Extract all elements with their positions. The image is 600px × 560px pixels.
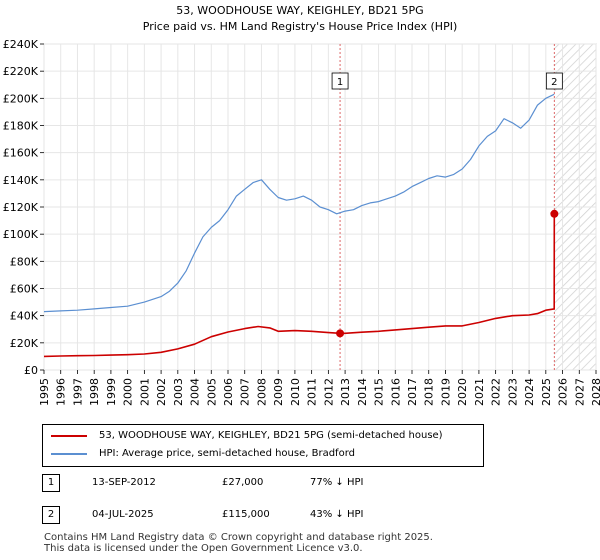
sale-price-1: £27,000 xyxy=(222,477,264,488)
sale-date-2: 04-JUL-2025 xyxy=(92,509,154,520)
series-lines xyxy=(43,93,556,358)
x-tick-label: 2003 xyxy=(172,378,185,406)
x-tick-label: 1999 xyxy=(105,378,118,406)
x-tick-label: 2014 xyxy=(356,378,369,406)
x-tick-label: 2018 xyxy=(423,378,436,406)
legend-swatch-property xyxy=(51,435,87,437)
y-tick-label: £100K xyxy=(3,228,39,241)
sale-badge-1: 1 xyxy=(42,474,60,492)
x-tick-label: 2024 xyxy=(523,378,536,406)
x-tick-label: 2027 xyxy=(573,378,586,406)
price-chart: 53, WOODHOUSE WAY, KEIGHLEY, BD21 5PG Pr… xyxy=(3,4,600,406)
x-tick-label: 2028 xyxy=(590,378,600,406)
x-tick-label: 2002 xyxy=(155,378,168,406)
x-tick-label: 2004 xyxy=(189,378,202,406)
x-tick-label: 1997 xyxy=(71,378,84,406)
x-tick-label: 2001 xyxy=(138,378,151,406)
x-tick-label: 1995 xyxy=(38,378,51,406)
y-tick-label: £20K xyxy=(10,337,39,350)
legend-label-hpi: HPI: Average price, semi-detached house,… xyxy=(99,448,355,459)
y-axis: £0 £20K £40K £60K £80K £100K £120K £140K £160K £1… xyxy=(3,38,44,377)
x-tick-label: 2025 xyxy=(540,378,553,406)
y-tick-label: £200K xyxy=(3,92,39,105)
sale-badge-2: 2 xyxy=(42,506,60,524)
annotation-label-2: 2 xyxy=(551,77,557,88)
sale-points xyxy=(336,209,559,338)
footer: Contains HM Land Registry data © Crown c… xyxy=(44,532,433,554)
sale-hpi-2: 43% ↓ HPI xyxy=(310,509,364,520)
series-line-property xyxy=(43,213,556,358)
x-tick-label: 2008 xyxy=(255,378,268,406)
y-tick-label: £140K xyxy=(3,174,39,187)
x-tick-label: 2016 xyxy=(389,378,402,406)
chart-subtitle: Price paid vs. HM Land Registry's House … xyxy=(143,20,458,33)
footer-line-2: This data is licensed under the Open Gov… xyxy=(44,543,363,554)
x-tick-label: 2017 xyxy=(406,378,419,406)
x-axis: 1995 1996 1997 1998 1999 2000 2001 2002 2003 2004… xyxy=(38,370,600,406)
x-tick-label: 2012 xyxy=(322,378,335,406)
sale-point-2 xyxy=(550,209,559,218)
x-tick-label: 2007 xyxy=(239,378,252,406)
annotation-box-2 xyxy=(545,72,563,90)
x-tick-label: 2011 xyxy=(306,378,319,406)
sale-date-1: 13-SEP-2012 xyxy=(92,477,156,488)
annotation-box-1 xyxy=(331,72,349,90)
y-tick-label: £120K xyxy=(3,201,39,214)
x-tick-label: 2020 xyxy=(456,378,469,406)
x-tick-label: 2006 xyxy=(222,378,235,406)
legend-swatch-hpi xyxy=(51,453,87,455)
x-tick-label: 2005 xyxy=(205,378,218,406)
x-tick-label: 2000 xyxy=(122,378,135,406)
annotation-label-1: 1 xyxy=(337,77,343,88)
x-tick-label: 2021 xyxy=(473,378,486,406)
sale-point-1 xyxy=(336,329,345,338)
sale-price-2: £115,000 xyxy=(222,509,270,520)
x-tick-label: 2019 xyxy=(439,378,452,406)
y-tick-label: £180K xyxy=(3,120,39,133)
x-tick-label: 2015 xyxy=(373,378,386,406)
y-tick-label: £0 xyxy=(24,364,38,377)
y-tick-label: £240K xyxy=(3,38,39,51)
sale-hpi-1: 77% ↓ HPI xyxy=(310,477,364,488)
x-tick-label: 1996 xyxy=(55,378,68,406)
footer-line-1: Contains HM Land Registry data © Crown c… xyxy=(44,532,433,543)
y-tick-label: £80K xyxy=(10,255,39,268)
y-tick-label: £220K xyxy=(3,65,39,78)
series-line-hpi xyxy=(43,93,555,313)
x-tick-label: 2022 xyxy=(490,378,503,406)
x-tick-label: 2010 xyxy=(289,378,302,406)
legend-label-property: 53, WOODHOUSE WAY, KEIGHLEY, BD21 5PG (s… xyxy=(99,430,443,441)
chart-title: 53, WOODHOUSE WAY, KEIGHLEY, BD21 5PG xyxy=(176,4,423,17)
x-tick-label: 2009 xyxy=(272,378,285,406)
x-tick-label: 1998 xyxy=(88,378,101,406)
legend: 53, WOODHOUSE WAY, KEIGHLEY, BD21 5PG (s… xyxy=(42,424,484,467)
x-tick-label: 2023 xyxy=(506,378,519,406)
x-tick-label: 2013 xyxy=(339,378,352,406)
y-tick-label: £60K xyxy=(10,283,39,296)
y-tick-label: £40K xyxy=(10,310,39,323)
y-tick-label: £160K xyxy=(3,147,39,160)
x-tick-label: 2026 xyxy=(557,378,570,406)
